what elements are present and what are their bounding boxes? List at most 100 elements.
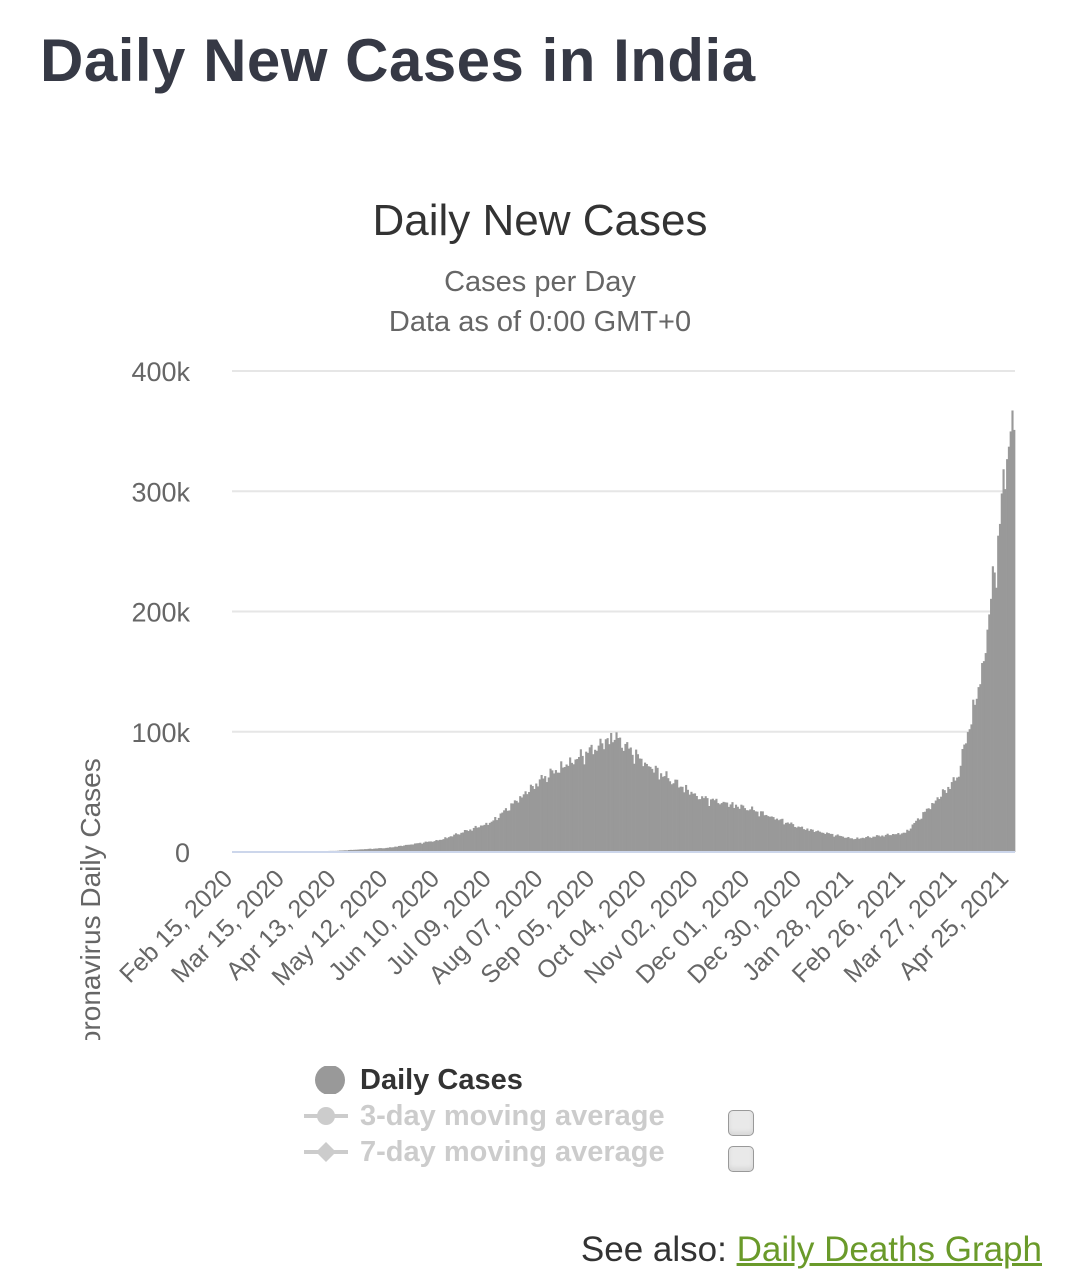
bar: [883, 836, 886, 852]
bar: [749, 809, 752, 852]
bar: [405, 844, 408, 852]
bar: [718, 804, 722, 852]
bar: [478, 827, 481, 852]
bar: [699, 799, 702, 852]
bar: [602, 749, 606, 852]
bar: [563, 767, 566, 852]
bar: [827, 833, 830, 852]
bar: [767, 816, 770, 852]
bar: [692, 793, 695, 852]
bar: [747, 810, 750, 852]
bar: [520, 797, 524, 852]
bar: [561, 767, 565, 852]
bar: [551, 770, 554, 852]
bar: [592, 754, 595, 852]
bar: [920, 818, 923, 852]
bar: [874, 836, 877, 852]
bar: [412, 844, 415, 852]
bar: [970, 724, 973, 852]
bar: [674, 779, 677, 852]
bar: [945, 792, 948, 852]
bar: [868, 837, 871, 852]
line-diamond-marker-icon: [304, 1142, 348, 1162]
bar: [818, 831, 821, 852]
bar: [934, 800, 937, 852]
3-day-average-checkbox[interactable]: [728, 1110, 754, 1136]
7-day-average-checkbox[interactable]: [728, 1146, 754, 1172]
bar: [740, 804, 743, 852]
bar: [754, 811, 757, 852]
bar: [763, 815, 766, 852]
bar: [792, 824, 795, 852]
bar: [642, 766, 645, 852]
bar: [488, 822, 491, 852]
bar: [526, 794, 529, 852]
bar: [742, 805, 745, 852]
bar: [367, 848, 370, 852]
legend-item-7-day-average[interactable]: 7-day moving average: [300, 1134, 780, 1172]
bar: [553, 773, 556, 852]
circle-marker-icon: [315, 1066, 345, 1094]
bar: [626, 742, 629, 852]
bar: [993, 572, 996, 852]
legend-item-daily-cases[interactable]: Daily Cases: [300, 1062, 780, 1098]
bar: [620, 747, 623, 852]
bar: [872, 836, 875, 852]
bar: [690, 791, 693, 852]
bar: [606, 738, 609, 852]
bar: [374, 848, 377, 852]
bar: [363, 849, 367, 852]
bar: [774, 819, 777, 852]
bar: [952, 777, 955, 852]
bar: [800, 826, 804, 852]
bar: [799, 827, 802, 852]
bar: [963, 744, 966, 852]
bar: [991, 566, 994, 852]
bar: [959, 765, 962, 852]
bar: [715, 798, 718, 852]
bar: [501, 812, 504, 852]
bar: [471, 830, 474, 852]
bar: [615, 732, 618, 852]
bar: [751, 806, 754, 852]
bar: [513, 800, 516, 852]
bar: [449, 836, 452, 852]
bar: [770, 816, 773, 852]
daily-deaths-graph-link[interactable]: Daily Deaths Graph: [736, 1230, 1042, 1269]
bar: [929, 809, 932, 852]
bar: [479, 825, 483, 852]
bar: [843, 837, 846, 852]
bar: [565, 764, 568, 852]
bar: [972, 699, 975, 852]
bar: [711, 798, 714, 852]
bar: [829, 833, 832, 852]
bar: [995, 587, 998, 852]
bar: [701, 796, 704, 852]
bar: [915, 820, 918, 852]
bar: [385, 847, 388, 852]
bar: [469, 829, 472, 852]
bar: [617, 738, 620, 852]
bar: [538, 779, 541, 852]
bar: [383, 848, 386, 852]
bar: [663, 776, 666, 852]
bar: [454, 833, 458, 852]
bar: [931, 803, 934, 852]
bar: [595, 750, 598, 852]
bar: [644, 762, 647, 852]
bar: [594, 749, 597, 852]
bar: [982, 661, 986, 852]
bar: [656, 767, 659, 852]
bar: [438, 839, 442, 852]
bar: [954, 780, 957, 852]
bar: [909, 828, 912, 852]
bar: [968, 729, 971, 852]
bar: [745, 810, 748, 852]
legend-item-3-day-average[interactable]: 3-day moving average: [300, 1098, 780, 1136]
bar: [476, 827, 479, 852]
bar: [861, 837, 864, 852]
bar: [932, 803, 936, 852]
bar: [713, 800, 716, 852]
bar: [704, 796, 707, 852]
bar: [576, 758, 579, 852]
